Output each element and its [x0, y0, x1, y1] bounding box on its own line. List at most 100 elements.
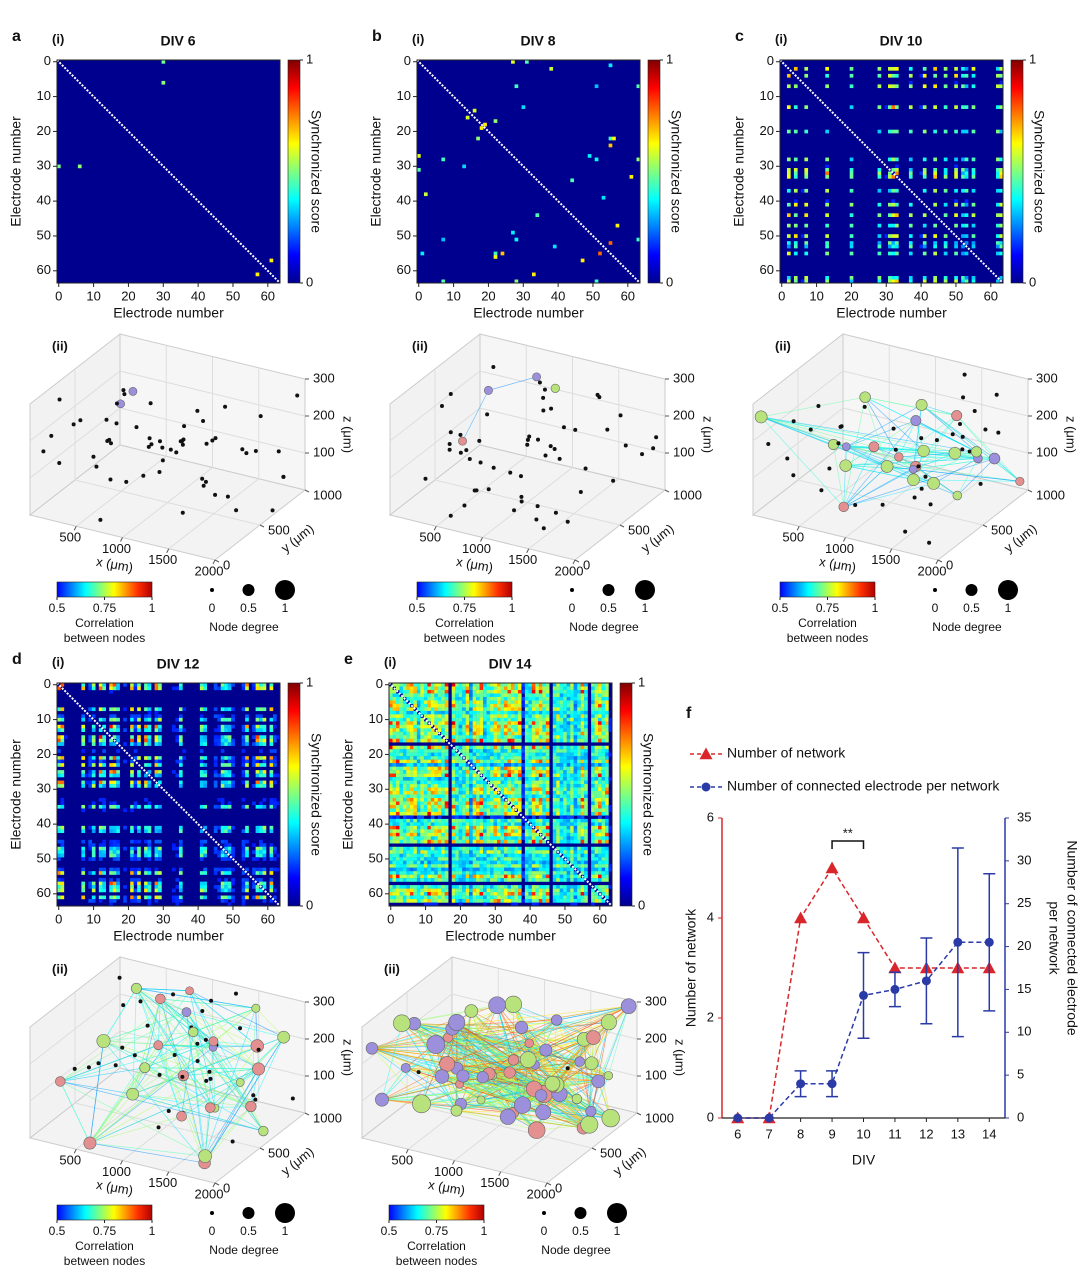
z-axis-label: z (μm) — [1064, 416, 1079, 453]
heatmap-cell — [493, 703, 498, 708]
y-tick — [259, 524, 265, 528]
heatmap-cell — [793, 276, 798, 280]
heatmap-cell — [389, 787, 393, 792]
heatmap-cell — [573, 683, 578, 687]
network-edge — [921, 404, 977, 453]
heatmap-cell — [60, 895, 65, 900]
heatmap-cell — [392, 696, 397, 701]
heatmap-cell — [573, 689, 578, 694]
heatmap-cell — [262, 738, 267, 743]
heatmap-cell — [423, 770, 428, 774]
heatmap-cell — [60, 853, 65, 858]
heatmap-cell — [178, 839, 183, 844]
heatmap-cell — [81, 888, 86, 893]
heatmap-cell — [389, 895, 393, 900]
network-node — [157, 1072, 162, 1077]
heatmap-cell — [255, 770, 260, 774]
heatmap-cell — [500, 686, 505, 691]
degree-marker — [242, 1207, 255, 1219]
heatmap-cell — [490, 853, 494, 858]
heatmap-cell — [601, 780, 606, 785]
heatmap-cell — [894, 84, 899, 89]
heatmap-cell — [399, 791, 404, 795]
heatmap-cell — [793, 129, 798, 134]
heatmap-cell — [430, 731, 435, 736]
heatmap-cell — [469, 874, 473, 879]
heatmap-cell — [420, 251, 425, 256]
heatmap-cell — [395, 797, 400, 802]
network-edge — [89, 1007, 257, 1144]
heatmap-cell — [570, 745, 574, 750]
heatmap-cell — [476, 791, 480, 795]
heatmap-cell — [430, 770, 435, 774]
heatmap-cell — [137, 853, 141, 858]
heatmap-cell — [437, 749, 442, 753]
heatmap-cell — [175, 759, 180, 764]
heatmap-cell — [402, 899, 407, 903]
heatmap-cell — [81, 867, 86, 872]
heatmap-cell — [399, 773, 404, 778]
heatmap-cell — [60, 683, 65, 687]
heatmap-cell — [563, 780, 567, 785]
x-tick-label: 30 — [516, 288, 530, 303]
heatmap-cell — [598, 724, 602, 729]
heatmap-cell — [524, 683, 529, 687]
heatmap-cell — [531, 272, 536, 277]
heatmap-cell — [255, 724, 260, 729]
network-node — [491, 364, 496, 369]
heatmap-cell — [109, 738, 113, 743]
heatmap-cell — [594, 724, 599, 729]
heatmap-cell — [552, 717, 557, 722]
heatmap-cell — [601, 717, 606, 722]
heatmap-cell — [147, 763, 152, 767]
heatmap-cells — [57, 683, 281, 907]
heatmap-cell — [423, 839, 428, 844]
heatmap-cell — [472, 763, 477, 767]
heatmap-cell — [465, 115, 470, 120]
degree-tick-label: 1 — [642, 601, 649, 615]
network-edge — [213, 1040, 258, 1047]
heatmap-cell — [479, 686, 484, 691]
heatmap-cell — [961, 276, 965, 280]
heatmap-cell — [88, 773, 93, 778]
heatmap-cell — [455, 867, 459, 872]
heatmap-cell — [786, 244, 791, 249]
heatmap-cell — [88, 846, 93, 851]
heatmap-cell — [399, 714, 404, 719]
heatmap-cell — [112, 839, 117, 844]
x-tick-label: 10 — [809, 288, 823, 303]
heatmap-cell — [423, 902, 428, 907]
heatmap-cell — [500, 738, 505, 743]
heatmap-cell — [427, 867, 432, 872]
heatmap-cell — [137, 738, 141, 743]
heatmap-cell — [57, 804, 61, 809]
heatmap-cell — [434, 686, 438, 691]
heatmap-cell — [591, 700, 595, 705]
heatmap-cell — [825, 174, 829, 179]
heatmap-cell — [147, 825, 152, 830]
heatmap-cell — [416, 839, 421, 844]
heatmap-cell — [147, 888, 152, 893]
x-axis-label: x (μm) — [95, 1177, 134, 1198]
heatmap-cell — [413, 850, 418, 854]
heatmap-cell — [441, 777, 445, 781]
heatmap-cell — [224, 735, 228, 739]
heatmap-cell — [483, 811, 487, 816]
heatmap-cell — [241, 756, 246, 760]
heatmap-cell — [570, 780, 574, 785]
heatmap-cell — [552, 714, 557, 719]
heatmap-cell — [573, 714, 578, 719]
network-node — [290, 1096, 295, 1101]
heatmap-cell — [908, 171, 913, 176]
heatmap-cell — [395, 885, 400, 889]
network-edge — [189, 990, 241, 1083]
heatmap-cell — [605, 696, 609, 701]
heatmap-cell — [563, 759, 567, 764]
heatmap-cell — [112, 707, 117, 712]
heatmap-cell — [406, 773, 411, 778]
heatmap-cell — [458, 731, 463, 736]
heatmap-cell — [490, 878, 494, 882]
heatmap-cell — [493, 721, 498, 726]
heatmap-cell — [605, 777, 609, 781]
heatmap-cell — [81, 686, 86, 691]
